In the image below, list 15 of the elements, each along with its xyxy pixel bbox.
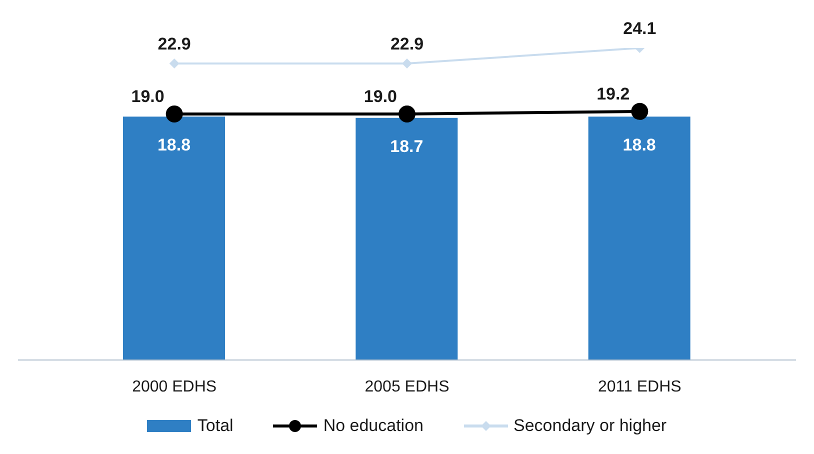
data-label: 18.8: [622, 136, 656, 155]
data-label: 18.7: [390, 136, 424, 156]
x-tick-label: 2000 EDHS: [132, 378, 217, 396]
x-tick-label: 2011 EDHS: [598, 378, 682, 396]
data-label: 22.9: [158, 34, 191, 54]
data-label: 22.9: [390, 34, 424, 54]
data-label: 19.2: [596, 84, 630, 104]
data-label: 19.0: [131, 87, 164, 106]
data-label: 18.8: [157, 136, 191, 155]
legend-label: Secondary or higher: [514, 416, 667, 436]
legend-label: No education: [323, 416, 424, 436]
data-label: 19.0: [364, 87, 397, 106]
data-label: 24.1: [623, 19, 656, 38]
x-tick-label: 2005 EDHS: [364, 378, 450, 396]
legend-label: Total: [197, 416, 234, 436]
